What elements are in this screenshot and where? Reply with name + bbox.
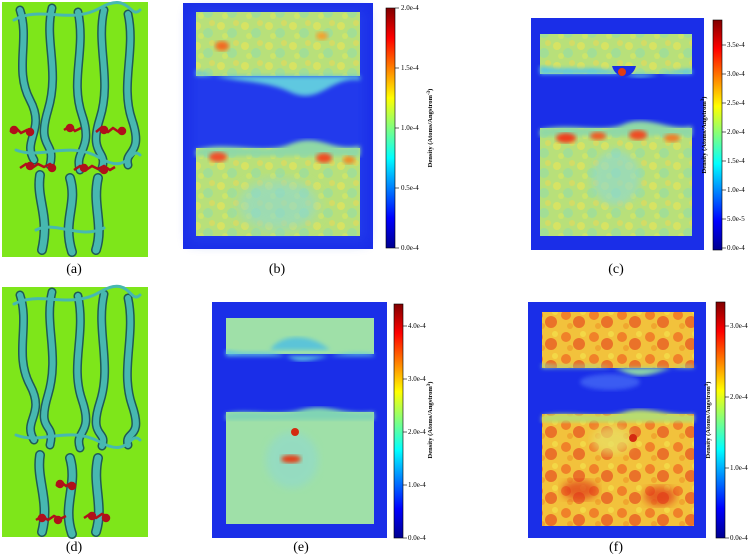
hotspot xyxy=(316,32,328,40)
colorbar-gradient xyxy=(712,19,723,251)
tick-label: 1.0e-4 xyxy=(408,481,426,489)
hotspot xyxy=(215,41,229,51)
tick-label: 0.5e-4 xyxy=(401,184,419,192)
tick-label: 3.0e-4 xyxy=(730,322,748,330)
hotspot xyxy=(629,434,637,442)
tick-label: 0.0e-4 xyxy=(730,534,748,542)
tick-label: 2.0e-4 xyxy=(401,4,419,12)
hotspot xyxy=(664,134,680,142)
panel-e-colorbar: 4.0e-4 3.0e-4 2.0e-4 1.0e-4 0.0e-4 Densi… xyxy=(393,303,434,542)
tick-label: 3.0e-4 xyxy=(408,375,426,383)
hotspot xyxy=(556,133,576,143)
tick-label: 3.0e-4 xyxy=(727,70,745,78)
panel-d-protein-image xyxy=(2,284,148,539)
protein-ribbon xyxy=(12,284,142,539)
panel-f-colorbar: 3.0e-4 2.0e-4 1.0e-4 0.0e-4 Density (Ato… xyxy=(705,301,748,542)
tick-label: 0.0e-4 xyxy=(727,244,745,252)
colorbar-gradient xyxy=(715,301,726,539)
tick-label: 1.0e-4 xyxy=(727,186,745,194)
hotspot xyxy=(316,153,332,163)
panel-b-density-map xyxy=(183,3,373,249)
hotspot xyxy=(618,68,626,76)
tick-label: 5.0e-5 xyxy=(727,215,745,223)
tick-label: 0.0e-4 xyxy=(408,534,426,542)
protein-ribbon xyxy=(12,1,142,257)
tick-label: 1.0e-4 xyxy=(401,124,419,132)
tick-label: 1.5e-4 xyxy=(401,64,419,72)
colorbar-gradient xyxy=(385,7,396,249)
colorbar-gradient xyxy=(393,303,404,539)
panel-e-density-map xyxy=(212,302,387,538)
colorbar-title: Density (Atoms/Angstrom-3) xyxy=(427,89,434,168)
panel-label-c: (c) xyxy=(608,262,624,277)
tick-label: 2.5e-4 xyxy=(727,99,745,107)
colorbar-title: Density (Atoms/Angstrom3) xyxy=(427,382,434,459)
tick-label: 4.0e-4 xyxy=(408,322,426,330)
tick-label: 3.5e-4 xyxy=(727,41,745,49)
panel-label-d: (d) xyxy=(65,540,83,555)
hotspot xyxy=(343,156,355,164)
tick-label: 2.0e-4 xyxy=(730,393,748,401)
hotspot xyxy=(629,130,647,140)
hotspot xyxy=(590,132,606,140)
colorbar-title: Density (Atoms/Angstrom3) xyxy=(701,97,708,174)
panel-c-density-map xyxy=(531,18,704,250)
colorbar-title: Density (Atoms/Angstrom3) xyxy=(705,382,712,459)
panel-label-a: (a) xyxy=(66,262,82,277)
panel-b-colorbar: 2.0e-4 1.5e-4 1.0e-4 0.5e-4 0.0e-4 Densi… xyxy=(385,4,434,252)
panel-label-e: (e) xyxy=(293,540,309,555)
tick-label: 2.0e-4 xyxy=(408,428,426,436)
panel-a-protein-image xyxy=(2,1,148,257)
panel-label-b: (b) xyxy=(268,262,286,277)
tick-label: 1.5e-4 xyxy=(727,157,745,165)
lipid-molecules xyxy=(35,479,111,525)
tick-label: 1.0e-4 xyxy=(730,464,748,472)
tick-label: 2.0e-4 xyxy=(727,128,745,136)
panel-f-density-map xyxy=(528,302,706,538)
upper-density-slab xyxy=(542,312,694,368)
lipid-molecules xyxy=(9,123,127,175)
hotspot xyxy=(209,152,227,162)
hotspot xyxy=(281,455,301,463)
tick-label: 0.0e-4 xyxy=(401,244,419,252)
panel-label-f: (f) xyxy=(609,540,623,555)
hotspot xyxy=(291,428,299,436)
panel-c-colorbar: 3.5e-4 3.0e-4 2.5e-4 2.0e-4 1.5e-4 1.0e-… xyxy=(701,19,745,252)
